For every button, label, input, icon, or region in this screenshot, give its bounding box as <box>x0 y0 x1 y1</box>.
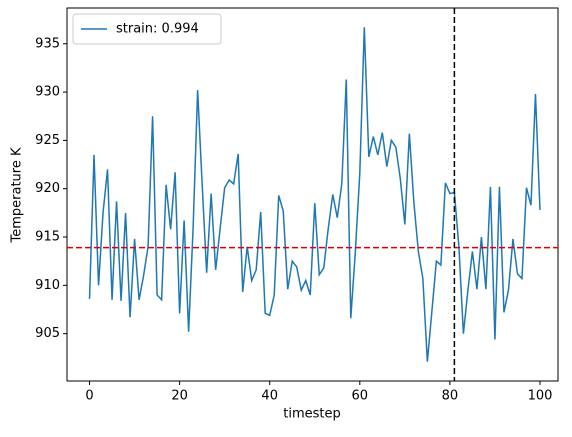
y-tick-label: 915 <box>35 230 60 245</box>
plot-frame <box>66 7 559 382</box>
y-tick-label: 920 <box>35 181 60 196</box>
x-tick-label: 0 <box>85 389 93 404</box>
y-tick-label: 930 <box>35 85 60 100</box>
y-tick-label: 905 <box>35 326 60 341</box>
legend-label: strain: 0.994 <box>116 22 199 37</box>
data-line <box>88 27 541 362</box>
y-tick-label: 910 <box>35 278 60 293</box>
legend-box <box>72 13 222 45</box>
y-axis-label: Temperature K <box>10 147 25 243</box>
x-axis-label: timestep <box>283 407 341 422</box>
y-tick-label: 935 <box>35 36 60 51</box>
y-tick-label: 925 <box>35 133 60 148</box>
x-tick-label: 40 <box>261 389 278 404</box>
x-tick-label: 60 <box>352 389 369 404</box>
x-tick-label: 20 <box>171 389 188 404</box>
x-tick-label: 80 <box>442 389 459 404</box>
x-tick-label: 100 <box>528 389 553 404</box>
